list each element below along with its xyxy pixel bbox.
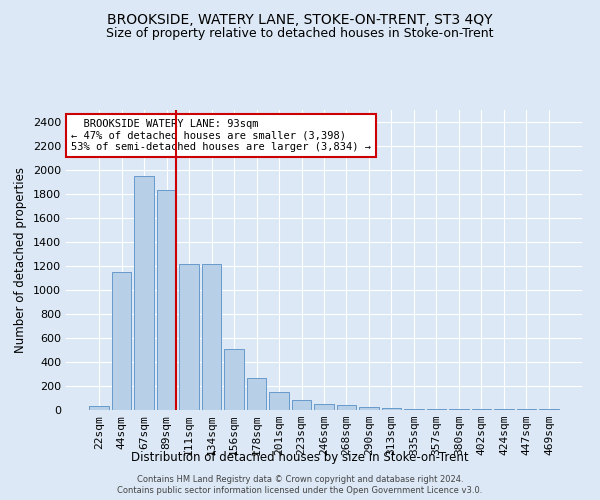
Bar xyxy=(404,409,424,410)
Bar xyxy=(427,409,446,410)
Bar xyxy=(449,409,469,410)
Bar xyxy=(134,176,154,410)
Bar xyxy=(382,408,401,410)
Bar xyxy=(224,349,244,410)
Bar xyxy=(157,190,176,410)
Bar xyxy=(292,400,311,410)
Bar xyxy=(179,264,199,410)
Text: Size of property relative to detached houses in Stoke-on-Trent: Size of property relative to detached ho… xyxy=(106,28,494,40)
Bar xyxy=(247,378,266,410)
Text: Contains public sector information licensed under the Open Government Licence v3: Contains public sector information licen… xyxy=(118,486,482,495)
Bar xyxy=(314,404,334,410)
Bar xyxy=(112,272,131,410)
Bar xyxy=(337,405,356,410)
Text: Distribution of detached houses by size in Stoke-on-Trent: Distribution of detached houses by size … xyxy=(131,451,469,464)
Text: BROOKSIDE, WATERY LANE, STOKE-ON-TRENT, ST3 4QY: BROOKSIDE, WATERY LANE, STOKE-ON-TRENT, … xyxy=(107,12,493,26)
Bar xyxy=(89,406,109,410)
Text: Contains HM Land Registry data © Crown copyright and database right 2024.: Contains HM Land Registry data © Crown c… xyxy=(137,475,463,484)
Bar xyxy=(269,392,289,410)
Bar xyxy=(359,407,379,410)
Text: BROOKSIDE WATERY LANE: 93sqm
← 47% of detached houses are smaller (3,398)
53% of: BROOKSIDE WATERY LANE: 93sqm ← 47% of de… xyxy=(71,119,371,152)
Bar xyxy=(202,264,221,410)
Y-axis label: Number of detached properties: Number of detached properties xyxy=(14,167,28,353)
